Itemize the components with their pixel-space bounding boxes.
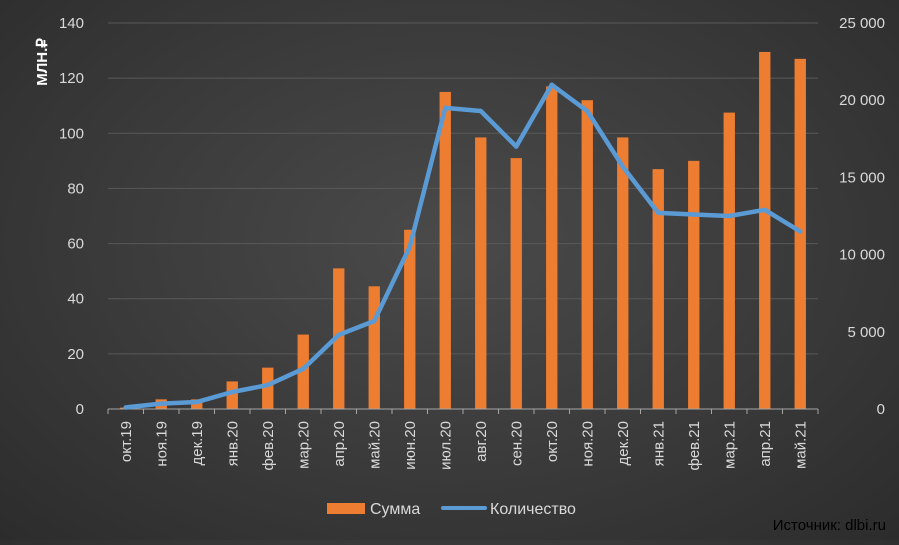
x-tick-label: янв.21 xyxy=(650,421,667,466)
tick-labels: 0 20 40 60 80 100 120 140 0 5 000 10 000 15 000 20 0… xyxy=(59,15,885,471)
y-axis-label: МЛН.₽ xyxy=(34,38,51,86)
y-tick-label: 80 xyxy=(67,180,84,197)
y-tick-label: 100 xyxy=(59,125,84,142)
line-point xyxy=(372,318,377,324)
y2-tick-label: 15 000 xyxy=(839,169,885,186)
bar xyxy=(262,367,274,409)
y-tick-label: 120 xyxy=(59,70,84,87)
line-point xyxy=(585,108,590,114)
y-tick-label: 60 xyxy=(67,236,84,253)
y2-tick-label: 20 000 xyxy=(839,92,885,109)
line-point xyxy=(727,213,732,219)
x-tick-label: окт.19 xyxy=(118,421,135,462)
line-point xyxy=(798,229,803,234)
y2-tick-label: 0 xyxy=(877,401,885,418)
line-point xyxy=(762,207,767,213)
x-tick-label: июл.20 xyxy=(437,421,454,470)
x-tick-label: авг.20 xyxy=(473,421,490,462)
legend-label-bar: Сумма xyxy=(370,501,420,518)
line-point xyxy=(443,105,448,111)
x-tick-label: окт.20 xyxy=(544,421,561,462)
line-point xyxy=(194,399,199,405)
line-point xyxy=(549,82,554,87)
line-point xyxy=(123,405,128,410)
line-point xyxy=(336,332,341,338)
x-tick-label: июн.20 xyxy=(402,421,419,470)
legend-swatch-bar xyxy=(327,503,365,514)
x-tick-label: янв.20 xyxy=(224,421,241,466)
x-tick-label: апр.20 xyxy=(331,421,348,467)
line-point xyxy=(159,401,164,406)
legend-label-line: Количество xyxy=(490,501,576,518)
y-tick-label: 0 xyxy=(76,401,84,418)
bar xyxy=(510,158,522,409)
x-tick-label: май.21 xyxy=(792,421,809,469)
line-point xyxy=(656,210,661,216)
x-tick-label: сен.20 xyxy=(508,421,525,466)
line-point xyxy=(691,212,696,217)
x-tick-label: ноя.20 xyxy=(579,421,596,467)
line-series xyxy=(123,82,803,410)
x-tick-label: мар.20 xyxy=(295,421,312,469)
y-tick-label: 40 xyxy=(67,291,84,308)
bar xyxy=(652,169,664,409)
x-tick-label: дек.19 xyxy=(189,421,206,466)
x-tick-label: апр.21 xyxy=(757,421,774,467)
gridlines xyxy=(108,22,818,355)
x-tick-label: ноя.19 xyxy=(153,421,170,467)
bar xyxy=(546,86,558,410)
line-point xyxy=(620,164,625,169)
y2-tick-label: 5 000 xyxy=(847,324,885,341)
line-point xyxy=(514,144,519,149)
source-note: Источник: dlbi.ru xyxy=(773,517,886,534)
x-tick-label: мар.21 xyxy=(721,421,738,469)
bar xyxy=(688,160,700,409)
bar xyxy=(794,58,806,409)
bar xyxy=(617,137,629,409)
bar xyxy=(475,137,487,409)
bar xyxy=(368,286,380,409)
y-tick-label: 20 xyxy=(67,346,84,363)
y-tick-label: 140 xyxy=(59,15,84,32)
bar xyxy=(404,229,416,409)
legend: Сумма Количество xyxy=(327,501,576,518)
bar xyxy=(226,381,238,409)
line-point xyxy=(301,366,306,372)
y2-tick-label: 25 000 xyxy=(839,15,885,32)
line-point xyxy=(230,389,235,395)
axes xyxy=(107,408,819,414)
bar xyxy=(297,334,309,409)
bar xyxy=(581,100,593,409)
bar xyxy=(333,268,345,409)
bar-series xyxy=(120,51,806,410)
x-tick-label: фев.21 xyxy=(686,421,703,471)
bar xyxy=(723,112,735,409)
x-tick-label: дек.20 xyxy=(615,421,632,466)
line-point xyxy=(478,108,483,114)
line-path xyxy=(123,82,803,410)
line-point xyxy=(407,244,412,250)
bar xyxy=(439,91,451,409)
x-tick-label: май.20 xyxy=(366,421,383,469)
x-tick-label: фев.20 xyxy=(260,421,277,471)
y2-tick-label: 10 000 xyxy=(839,247,885,264)
bar xyxy=(759,51,771,409)
line-point xyxy=(265,382,270,388)
